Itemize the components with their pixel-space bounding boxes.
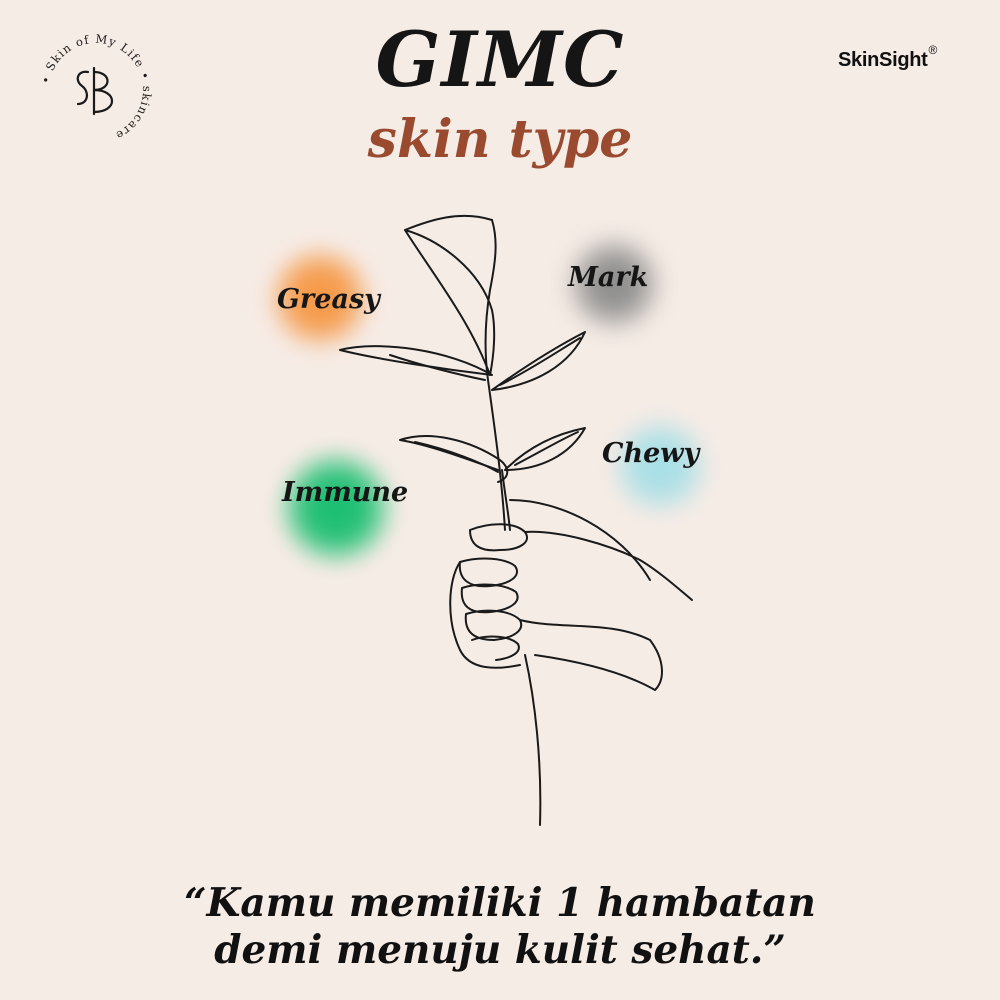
skin-type-label-greasy: Greasy [277, 284, 380, 315]
page-subtitle: skin type [367, 109, 633, 170]
brand-name: SkinSight [838, 49, 928, 71]
skin-type-label-immune: Immune [282, 477, 409, 508]
plant-line-art-icon [339, 214, 693, 826]
greasy-color-blob [270, 248, 370, 348]
quote-line-1: “Kamu memiliki 1 hambatan [184, 880, 816, 926]
quote-line-2: demi menuju kulit sehat.” [214, 927, 786, 973]
immune-color-blob [280, 452, 392, 564]
page-title: GIMC [375, 15, 625, 104]
skin-type-label-chewy: Chewy [602, 438, 700, 469]
registered-mark: ® [928, 43, 938, 57]
logo-monogram [76, 66, 113, 116]
logo-badge-icon: • Skin of My Life • skincare [38, 32, 152, 143]
hand-holding-plant-illustration [320, 200, 740, 850]
chewy-color-blob [612, 418, 708, 514]
skinsight-brand: SkinSight® [838, 43, 937, 72]
mark-color-blob [566, 236, 662, 332]
skin-of-my-life-logo: • Skin of My Life • skincare [38, 32, 154, 148]
skin-type-label-mark: Mark [568, 262, 649, 293]
quote: “Kamu memiliki 1 hambatan demi menuju ku… [0, 880, 1000, 974]
